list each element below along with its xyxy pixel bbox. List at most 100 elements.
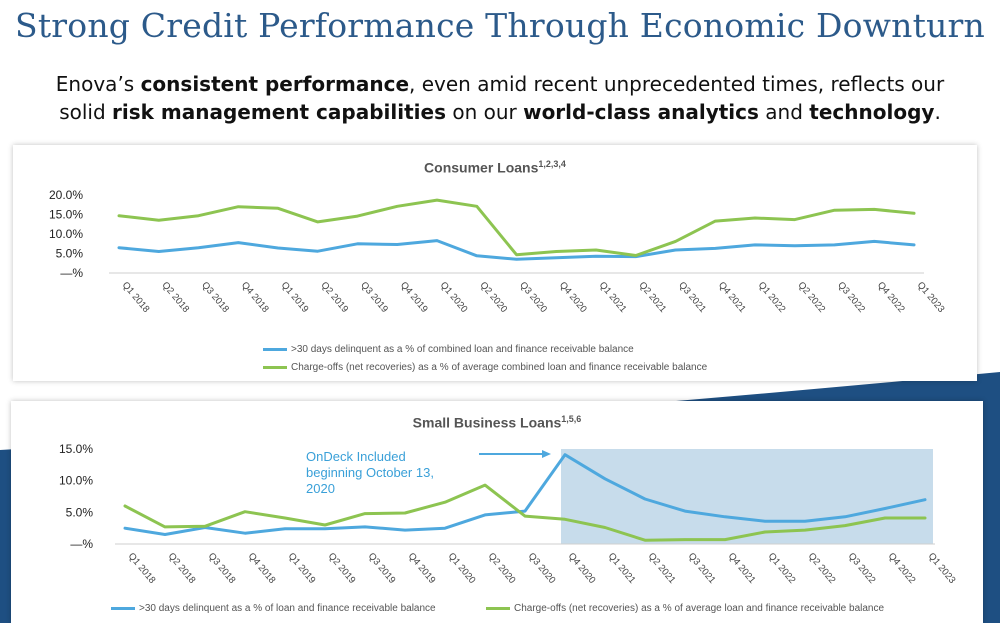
delinquency-data-point <box>515 258 518 261</box>
delinquency-data-point <box>843 515 847 518</box>
chargeoff-data-point <box>515 253 518 256</box>
legend-swatch-blue <box>111 607 135 610</box>
chargeoff-data-point <box>873 208 876 211</box>
ondeck-highlight-region <box>561 449 933 544</box>
x-tick-label: Q3 2020 <box>517 280 549 315</box>
x-tick-label: Q3 2020 <box>526 551 558 586</box>
small-business-loans-chart: 15.0%10.0%5.0%—%Q1 2018 Q2 2018 Q3 2018 Q4 … <box>59 442 958 586</box>
chargeoff-data-point <box>403 511 407 515</box>
delinquency-data-point <box>396 243 399 246</box>
legend-swatch-green <box>486 607 510 610</box>
chargeoff-data-point <box>475 205 478 208</box>
small-business-loans-chart-panel: Small Business Loans1,5,6 15.0% 10.0% 5.0%… <box>11 401 983 623</box>
x-tick-label: Q3 2018 <box>199 280 231 315</box>
x-tick-label: Q1 2022 <box>766 551 798 586</box>
x-tick-label: Q3 2019 <box>366 551 398 586</box>
delinquency-data-point <box>523 509 527 513</box>
small-business-legend-chargeoffs: Charge-offs (net recoveries) as a % of a… <box>486 603 884 614</box>
chargeoff-data-point <box>483 483 487 487</box>
legend-swatch-green <box>263 366 287 369</box>
x-tick-label: Q4 2019 <box>406 551 438 586</box>
y-tick-label: 5.0% <box>56 247 84 261</box>
delinquency-data-point <box>316 249 319 253</box>
y-tick-label: 15.0% <box>49 208 83 222</box>
x-tick-label: Q1 2022 <box>756 280 788 315</box>
x-tick-label: Q4 2018 <box>246 551 278 586</box>
chargeoff-data-point <box>163 525 167 529</box>
consumer-loans-chart: 20.0%15.0%10.0%5.0%—%Q1 2018 Q2 2018 Q3 20… <box>49 188 947 315</box>
y-tick-label: 15.0% <box>59 442 93 456</box>
x-tick-label: Q2 2021 <box>646 551 678 586</box>
delinquency-data-point <box>674 248 677 252</box>
delinquency-data-point <box>763 520 767 523</box>
x-tick-label: Q2 2022 <box>806 551 838 586</box>
delinquency-data-point <box>873 240 876 243</box>
delinquency-data-point <box>323 527 327 530</box>
delinquency-data-point <box>163 533 167 536</box>
delinquency-data-point <box>283 527 287 530</box>
x-tick-label: Q3 2022 <box>835 280 867 315</box>
y-tick-label: —% <box>70 537 93 551</box>
delinquency-data-point <box>475 254 478 258</box>
delinquency-data-point <box>243 532 247 535</box>
x-tick-label: Q2 2020 <box>477 280 509 315</box>
chargeoff-data-point <box>674 240 677 243</box>
delinquency-data-point <box>435 239 439 242</box>
delinquency-data-point <box>603 477 607 480</box>
chargeoff-data-point <box>603 526 607 529</box>
chargeoff-data-point <box>197 214 200 217</box>
delinquency-data-point <box>594 255 598 258</box>
chargeoff-data-point <box>203 525 207 528</box>
chargeoff-data-point <box>594 248 598 252</box>
delinquency-data-point <box>883 507 887 510</box>
chargeoff-data-point <box>523 514 527 518</box>
chargeoff-data-point <box>243 510 247 513</box>
x-tick-label: Q4 2021 <box>726 551 758 586</box>
consumer-loans-chart-panel: Consumer Loans1,2,3,4 20.0% 15.0% 10.0% 5.0… <box>13 145 977 381</box>
annotation-arrow-head <box>542 450 551 458</box>
small-business-chart-title: Small Business Loans1,5,6 <box>412 414 582 431</box>
x-tick-label: Q1 2023 <box>915 280 947 315</box>
chargeoff-data-point <box>555 250 558 253</box>
delinquency-data-point <box>403 528 407 532</box>
delinquency-data-point <box>912 243 916 247</box>
x-tick-label: Q4 2019 <box>398 280 430 315</box>
delinquency-data-point <box>555 256 558 259</box>
delinquency-data-point <box>356 242 359 245</box>
chargeoff-data-point <box>443 501 447 504</box>
x-tick-label: Q3 2021 <box>676 280 708 315</box>
chargeoff-data-point <box>237 205 240 208</box>
x-tick-label: Q1 2021 <box>606 551 638 586</box>
x-tick-label: Q3 2019 <box>358 280 390 315</box>
chargeoff-data-point <box>356 214 359 218</box>
chargeoff-data-point <box>843 524 847 527</box>
chargeoff-data-point <box>833 209 836 212</box>
chargeoff-data-point <box>435 198 439 202</box>
x-tick-label: Q1 2019 <box>279 280 311 315</box>
x-tick-label: Q2 2019 <box>326 551 358 586</box>
delinquency-data-point <box>483 513 487 517</box>
x-tick-label: Q1 2018 <box>126 551 158 586</box>
page-title: Strong Credit Performance Through Econom… <box>15 6 985 45</box>
delinquency-data-point <box>443 526 447 530</box>
chargeoff-data-point <box>883 516 887 520</box>
x-tick-label: Q3 2021 <box>686 551 718 586</box>
x-tick-label: Q4 2020 <box>557 280 589 315</box>
delinquency-data-point <box>117 246 121 249</box>
chargeoff-data-point <box>323 523 327 527</box>
chargeoff-data-point <box>923 516 927 520</box>
small-business-legend-delinquent: >30 days delinquent as a % of loan and f… <box>111 603 436 614</box>
consumer-legend-delinquent: >30 days delinquent as a % of combined l… <box>263 344 634 355</box>
chargeoff-data-point <box>803 528 807 532</box>
chargeoff-data-point <box>316 220 319 224</box>
chargeoff-data-point <box>563 518 567 521</box>
delinquency-data-point <box>563 453 567 456</box>
x-tick-label: Q1 2019 <box>286 551 318 586</box>
x-tick-label: Q1 2023 <box>926 551 958 586</box>
delinquency-data-point <box>803 520 807 523</box>
legend-swatch-blue <box>263 348 287 351</box>
chargeoff-data-point <box>714 219 717 223</box>
chargeoff-data-point <box>117 214 121 217</box>
chargeoff-data-point <box>793 218 796 221</box>
x-tick-label: Q1 2018 <box>120 280 152 315</box>
